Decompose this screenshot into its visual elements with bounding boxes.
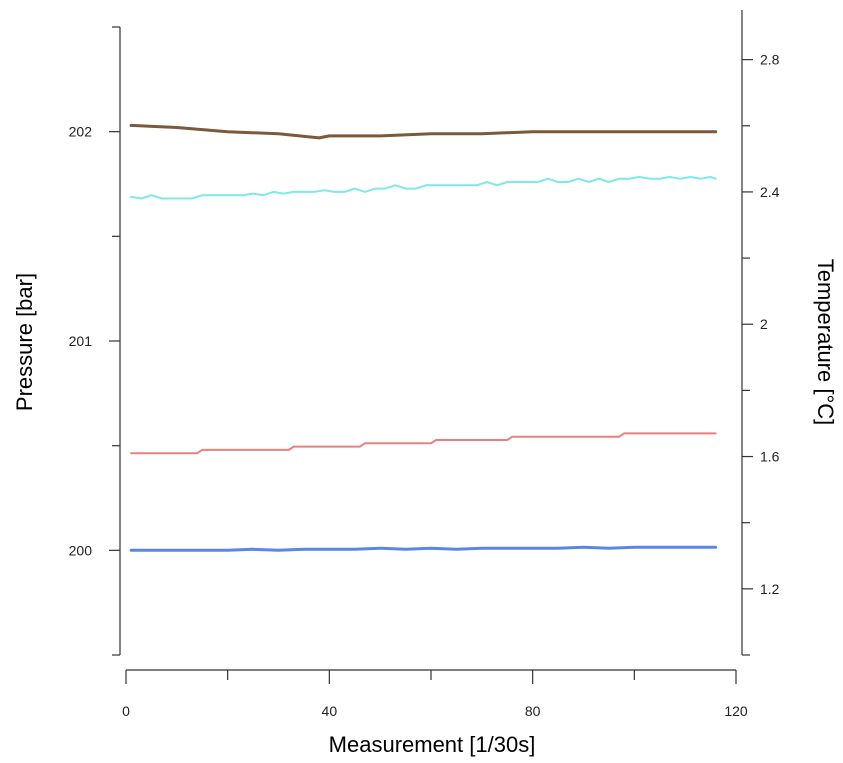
y-left-tick-label: 201 (69, 333, 93, 349)
series-line-1 (129, 123, 718, 140)
y-left-axis-title: Pressure [bar] (12, 273, 37, 411)
x-tick-label: 80 (525, 703, 541, 719)
x-tick-label: 120 (724, 703, 748, 719)
y-right-tick-label: 1.2 (760, 581, 780, 597)
y-left-tick-label: 200 (69, 542, 93, 558)
y-right-tick-label: 2 (760, 316, 768, 332)
x-axis-title: Measurement [1/30s] (329, 732, 536, 757)
x-tick-label: 0 (122, 703, 130, 719)
x-tick-label: 40 (322, 703, 338, 719)
y-right-tick-label: 2.4 (760, 184, 780, 200)
y-right-tick-label: 1.6 (760, 449, 780, 465)
series-layer (129, 123, 718, 552)
y-left-tick-label: 202 (69, 124, 93, 140)
y-right-axis-title: Temperature [°C] (813, 259, 838, 426)
axes: 0 40 80 120 200 201 202 1.2 1.6 2 2.4 2.8 (69, 10, 780, 719)
series-line-3 (130, 432, 717, 455)
series-line-4 (129, 545, 718, 552)
series-line-2 (130, 176, 717, 200)
y-right-tick-label: 2.8 (760, 52, 780, 68)
